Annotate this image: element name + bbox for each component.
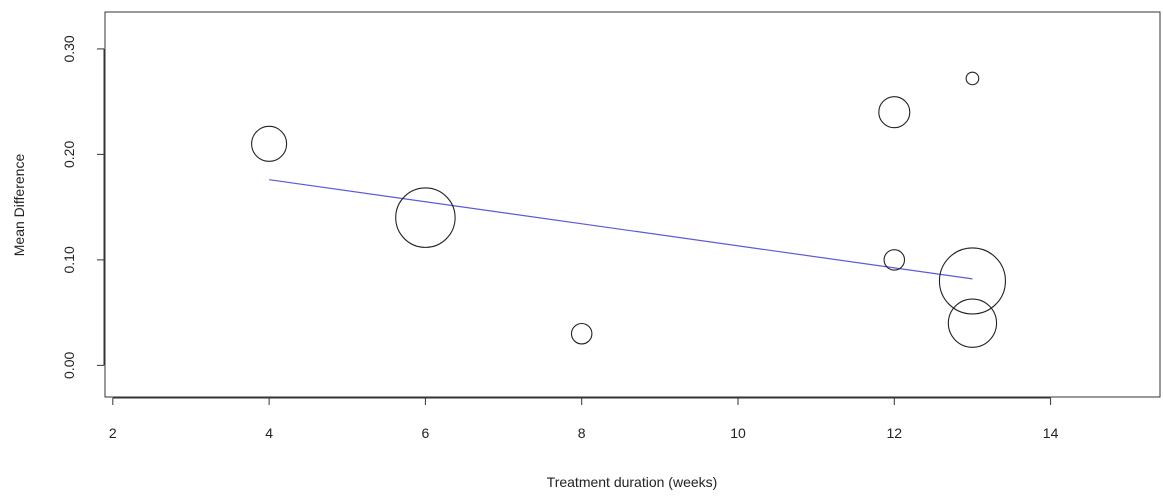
x-tick-label: 10 [730, 425, 746, 441]
x-axis: 2 4 6 8 10 12 14 [109, 397, 1059, 441]
bubble-point [251, 125, 288, 162]
bubble-point [878, 96, 911, 129]
bubble-point [883, 249, 906, 271]
y-tick-label: 0.30 [61, 35, 77, 62]
y-tick-label: 0.20 [61, 141, 77, 168]
bubble-point [395, 187, 456, 248]
x-tick-label: 12 [887, 425, 903, 441]
y-axis: 0.00 0.10 0.20 0.30 [61, 35, 105, 379]
regression-line-layer [269, 179, 973, 280]
x-axis-title: Treatment duration (weeks) [547, 474, 718, 490]
y-axis-title: Mean Difference [11, 154, 27, 257]
plot-area-frame [104, 11, 1161, 398]
bubble-layer [251, 71, 1006, 348]
x-tick-label: 8 [578, 425, 586, 441]
y-tick-label: 0.00 [61, 352, 77, 379]
x-tick-label: 4 [265, 425, 273, 441]
x-tick-label: 14 [1043, 425, 1059, 441]
bubble-point [947, 298, 998, 348]
x-tick-label: 6 [422, 425, 430, 441]
bubble-point [570, 322, 593, 345]
x-tick-label: 2 [109, 425, 117, 441]
regression-line [269, 179, 973, 280]
bubble-point [938, 247, 1006, 315]
y-tick-label: 0.10 [61, 246, 77, 273]
bubble-point [965, 71, 980, 86]
